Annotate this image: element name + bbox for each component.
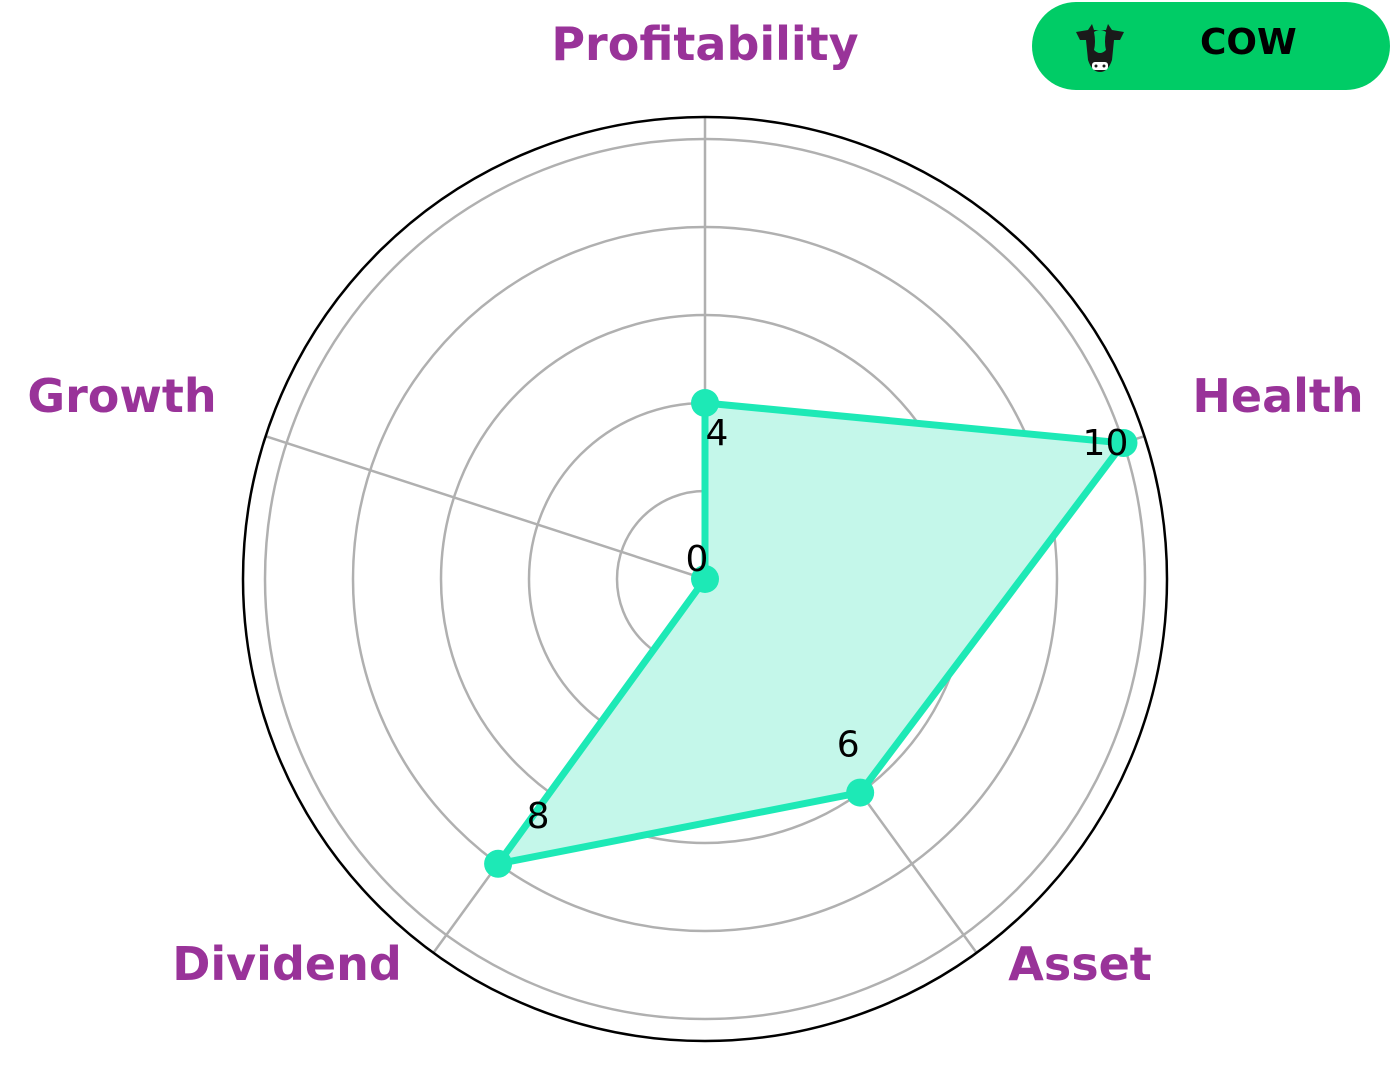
data-label: 4 xyxy=(706,413,729,454)
grid-spoke xyxy=(265,435,706,581)
category-label: Growth xyxy=(27,369,216,423)
series-area xyxy=(490,399,1131,869)
category-label: Dividend xyxy=(172,937,402,991)
data-point xyxy=(846,778,875,807)
ticker-label: COW xyxy=(1200,22,1297,63)
data-point xyxy=(691,565,719,593)
category-label: Asset xyxy=(1008,937,1152,991)
data-point xyxy=(1109,429,1138,458)
data-label: 8 xyxy=(527,796,550,837)
data-label: 6 xyxy=(837,725,860,766)
data-label: 0 xyxy=(686,539,709,580)
category-label: Profitability xyxy=(551,17,858,71)
data-point xyxy=(691,389,719,417)
ticker-badge: COW xyxy=(1032,2,1390,90)
outer-ring xyxy=(241,115,1169,1043)
data-point xyxy=(484,849,513,878)
data-label: 10 xyxy=(1083,423,1129,464)
category-label: Health xyxy=(1192,369,1363,423)
cow-icon xyxy=(1076,24,1124,72)
